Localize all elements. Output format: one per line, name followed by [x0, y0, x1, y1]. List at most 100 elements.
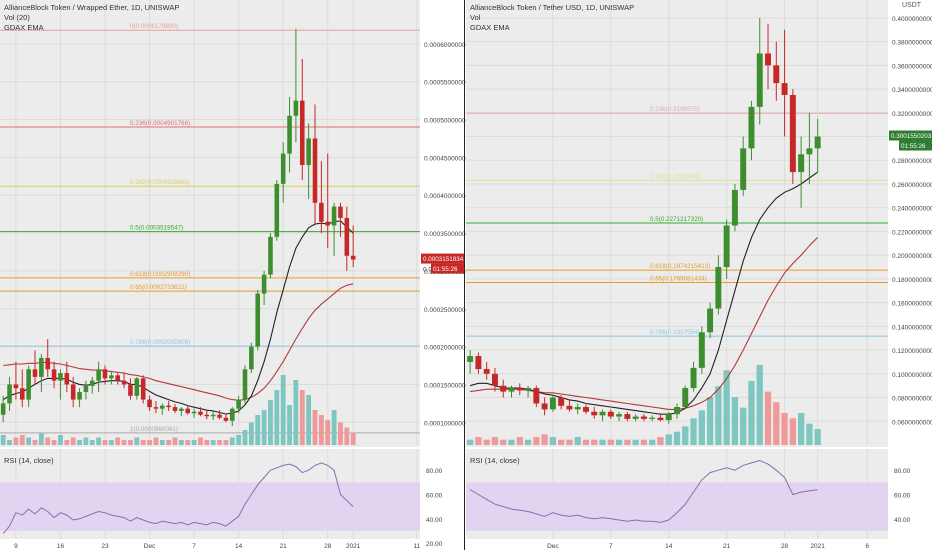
candle-body	[467, 356, 474, 362]
volume-bar	[706, 397, 714, 445]
candle-body	[13, 384, 19, 389]
volume-bar	[764, 391, 772, 445]
candle-body	[558, 397, 565, 406]
volume-bar	[299, 390, 305, 445]
volume-bar	[198, 437, 203, 445]
rsi-tick-label: 60.00	[426, 493, 443, 500]
candle-body	[715, 267, 722, 309]
candle-body	[814, 136, 821, 149]
countdown-badge	[899, 140, 932, 151]
y-tick-label: 0.0005000000	[424, 118, 466, 125]
candle-body	[70, 384, 76, 400]
rsi-line	[469, 459, 818, 523]
volume-bar	[83, 437, 89, 445]
candle-body	[723, 225, 730, 268]
candle-body	[299, 100, 305, 165]
candle-body	[516, 388, 523, 391]
left-rsi-label: RSI (14, close)	[4, 456, 54, 465]
x-tick-label: 28	[324, 543, 332, 550]
candle-body	[249, 346, 254, 370]
volume-bar	[558, 439, 565, 445]
volume-bar	[508, 439, 515, 445]
right-rsi-axis-labels: 80.00 60.00 40.00	[894, 468, 911, 524]
right-price-pane[interactable]	[466, 0, 888, 447]
right-indicator-ema: GDAX EMA	[470, 23, 510, 32]
y-tick-label: 0.3800000000	[892, 40, 932, 47]
volume-bar	[159, 440, 165, 445]
volume-bar	[19, 435, 25, 445]
x-tick-label: 28	[781, 543, 789, 550]
volume-bar	[338, 422, 343, 445]
countdown-badge	[431, 263, 464, 274]
volume-bar	[748, 381, 755, 445]
y-tick-label: 0.1800000000	[892, 277, 932, 284]
candle-body	[83, 385, 89, 393]
right-time-axis[interactable]	[466, 539, 932, 550]
volume-bar	[96, 437, 102, 445]
fib-level-label: 0.618(0.0002908290)	[130, 271, 190, 278]
y-tick-label: 0.0001000000	[424, 420, 466, 427]
candle-body	[806, 148, 813, 155]
candle-body	[756, 53, 763, 107]
candle-body	[179, 408, 184, 411]
volume-bar	[77, 440, 82, 445]
left-indicator-ema: GDAX EMA	[4, 23, 44, 32]
volume-bar	[549, 437, 557, 445]
candle-body	[616, 414, 623, 417]
right-y-axis-labels: 0.4000000000 0.3800000000 0.3600000000 0.34…	[892, 16, 932, 426]
left-price-pane[interactable]	[0, 0, 420, 447]
volume-bar	[178, 440, 184, 445]
volume-bar	[344, 427, 350, 445]
fib-level-label: 0.382(0.2628854)	[650, 174, 700, 181]
volume-bar	[516, 437, 523, 445]
candle-body	[789, 94, 796, 173]
candle-body	[566, 405, 573, 410]
volume-bar	[789, 418, 796, 445]
volume-bar	[312, 410, 318, 445]
candle-body	[45, 357, 51, 370]
volume-bar	[574, 437, 581, 445]
y-tick-label: 0.2200000000	[892, 229, 932, 236]
fib-level-label: 0.5(0.0003519547)	[130, 225, 183, 232]
last-price-text: 0.3001550203	[891, 133, 932, 140]
volume-bar	[293, 380, 299, 445]
volume-bar	[491, 437, 499, 445]
candle-body	[7, 384, 12, 404]
volume-bar	[814, 429, 821, 445]
volume-bar	[541, 434, 548, 445]
countdown-text: 01:55:26	[901, 143, 926, 150]
left-chart-panel: 0(0.0006179800) 0.236(0.0004901766) 0.382(…	[0, 0, 466, 550]
volume-bar	[140, 440, 146, 445]
volume-bar	[70, 437, 76, 445]
volume-bar	[673, 431, 681, 445]
volume-bar	[475, 437, 482, 445]
left-fib-retracement[interactable]: 0(0.0006179800) 0.236(0.0004901766) 0.382(…	[0, 23, 420, 434]
volume-bar	[715, 386, 722, 445]
x-tick-label: Dec	[144, 543, 156, 550]
left-rsi-axis-labels: 80.00 60.00 40.00 20.00	[426, 468, 443, 548]
candle-body	[525, 388, 532, 391]
candle-body	[140, 378, 146, 400]
candle-body	[491, 373, 498, 386]
y-tick-label: 0.1400000000	[892, 324, 932, 331]
volume-bar	[115, 437, 121, 445]
y-tick-label: 0.3200000000	[892, 111, 932, 118]
candle-body	[172, 407, 178, 411]
candle-body	[665, 414, 672, 421]
right-price-axis[interactable]	[888, 0, 932, 539]
y-tick-label: 0.1200000000	[892, 348, 932, 355]
fib-level-label: 0.236(0.3196575)	[650, 106, 700, 113]
volume-bar	[731, 397, 739, 445]
y-tick-label: 0.4000000000	[892, 16, 932, 23]
right-fib-retracement[interactable]: 0.236(0.3196575) 0.382(0.2628854) 0.5(0.22…	[466, 106, 888, 337]
volume-bar	[698, 410, 705, 445]
left-time-axis[interactable]	[0, 539, 464, 550]
candle-body	[274, 183, 280, 237]
volume-bar	[248, 422, 254, 445]
y-tick-label: 0.0006000000	[424, 42, 466, 49]
candle-body	[731, 189, 738, 226]
right-chart-panel: 0.236(0.3196575) 0.382(0.2628854) 0.5(0.22…	[466, 0, 932, 550]
candle-body	[185, 408, 191, 414]
candle-body	[191, 411, 197, 414]
fib-level-label: 0.65(0.0002733621)	[130, 284, 187, 291]
